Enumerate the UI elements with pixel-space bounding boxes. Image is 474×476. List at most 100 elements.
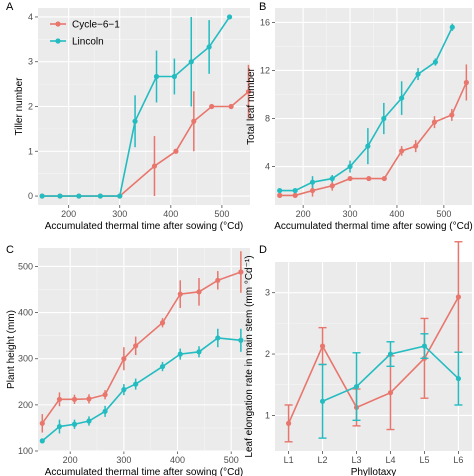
data-point (97, 193, 103, 199)
data-point (381, 115, 387, 122)
data-point (292, 192, 298, 198)
data-point (309, 179, 316, 185)
data-point (292, 187, 298, 194)
data-point (238, 269, 244, 275)
x-tick-label: 500 (214, 209, 229, 219)
y-tick-label: 4 (28, 12, 33, 22)
data-point (319, 343, 326, 349)
y-tick-label: 2 (28, 102, 33, 112)
panel-label: A (6, 1, 14, 13)
y-tick-label: 3 (28, 57, 33, 67)
panel-label: B (259, 1, 266, 13)
data-point (399, 95, 405, 101)
data-point (347, 163, 353, 170)
data-point (86, 396, 92, 402)
data-point (432, 59, 439, 65)
panel-a: 200 300 400 500 0 1 2 3 4 Accumulated thermal tim… (6, 1, 252, 232)
x-tick-label: 400 (170, 455, 185, 465)
x-tick-label: L6 (453, 455, 463, 465)
data-point (285, 420, 292, 426)
data-point (76, 193, 82, 199)
data-point (421, 343, 428, 349)
x-tick-label: 300 (343, 209, 358, 219)
y-tick-label: 300 (18, 354, 33, 364)
y-tick-label: 3 (265, 288, 270, 298)
x-axis-title: Phyllotaxy (351, 467, 397, 476)
data-point (39, 438, 45, 444)
legend-key-point (55, 21, 61, 27)
plot-background (275, 262, 472, 451)
x-tick-label: 500 (224, 455, 239, 465)
series-line (287, 296, 460, 424)
data-point (117, 193, 123, 199)
y-tick-label: 16 (260, 17, 270, 27)
y-tick-label: 0 (28, 191, 33, 201)
legend-key-point (55, 38, 61, 44)
y-tick-label: 4 (265, 162, 270, 172)
x-tick-label: 500 (436, 209, 451, 219)
panel-d: L1 L2 L3 L4 L5 L6 1 2 3 Phyllotaxy Leaf elongation… (244, 241, 472, 476)
data-point (366, 175, 372, 182)
data-point (238, 337, 244, 343)
data-point (353, 383, 360, 390)
data-point (329, 183, 335, 189)
x-axis-title: Accumulated thermal time after sowing (°… (274, 221, 473, 232)
x-tick-label: L2 (318, 455, 328, 465)
legend-label: Lincoln (72, 37, 104, 48)
data-point (173, 148, 179, 154)
data-point (319, 398, 326, 404)
data-point (455, 294, 462, 300)
data-point (102, 392, 108, 398)
series-lincoln (318, 333, 463, 439)
x-tick-label: 200 (296, 209, 311, 219)
y-tick-label: 1 (28, 146, 33, 156)
y-tick-label: 100 (18, 446, 33, 456)
data-point (449, 112, 455, 118)
data-point (277, 192, 283, 198)
data-point (206, 44, 212, 50)
data-point (209, 103, 215, 110)
data-point (387, 351, 394, 357)
data-point (196, 289, 202, 295)
data-point (86, 418, 92, 424)
data-point (455, 375, 462, 382)
data-point (215, 277, 221, 283)
x-tick-label: L3 (352, 455, 362, 465)
x-tick-label: L4 (385, 455, 395, 465)
data-point (39, 193, 45, 199)
series-line (279, 82, 468, 197)
x-tick-label: L1 (284, 455, 294, 465)
data-point (132, 118, 138, 124)
data-point (277, 187, 283, 194)
x-tick-label: 200 (61, 209, 76, 219)
data-point (226, 14, 233, 20)
legend: Cycle−6−1 Lincoln (50, 20, 120, 48)
data-point (71, 421, 78, 427)
data-point (159, 363, 166, 370)
data-point (431, 119, 438, 125)
y-axis-title: Total leaf number (246, 67, 257, 144)
legend-label: Cycle−6−1 (72, 20, 120, 31)
y-tick-label: 12 (260, 65, 270, 75)
y-tick-label: 200 (18, 400, 33, 410)
data-point (71, 396, 78, 402)
data-point (191, 118, 197, 124)
data-point (347, 175, 353, 182)
data-point (188, 59, 194, 65)
data-point (365, 143, 371, 149)
data-point (121, 356, 127, 362)
data-point (56, 396, 63, 402)
data-point (329, 175, 335, 182)
data-point (245, 89, 252, 95)
x-tick-label: 300 (112, 209, 127, 219)
data-point (196, 349, 202, 355)
data-point (415, 71, 421, 77)
data-point (177, 351, 183, 357)
data-point (387, 390, 394, 396)
x-axis-title: Accumulated thermal time after sowing (°… (45, 221, 244, 232)
data-point (151, 163, 158, 169)
panel-label: C (6, 244, 14, 256)
y-tick-label: 500 (18, 261, 33, 271)
data-point (133, 381, 139, 387)
data-point (381, 175, 387, 182)
